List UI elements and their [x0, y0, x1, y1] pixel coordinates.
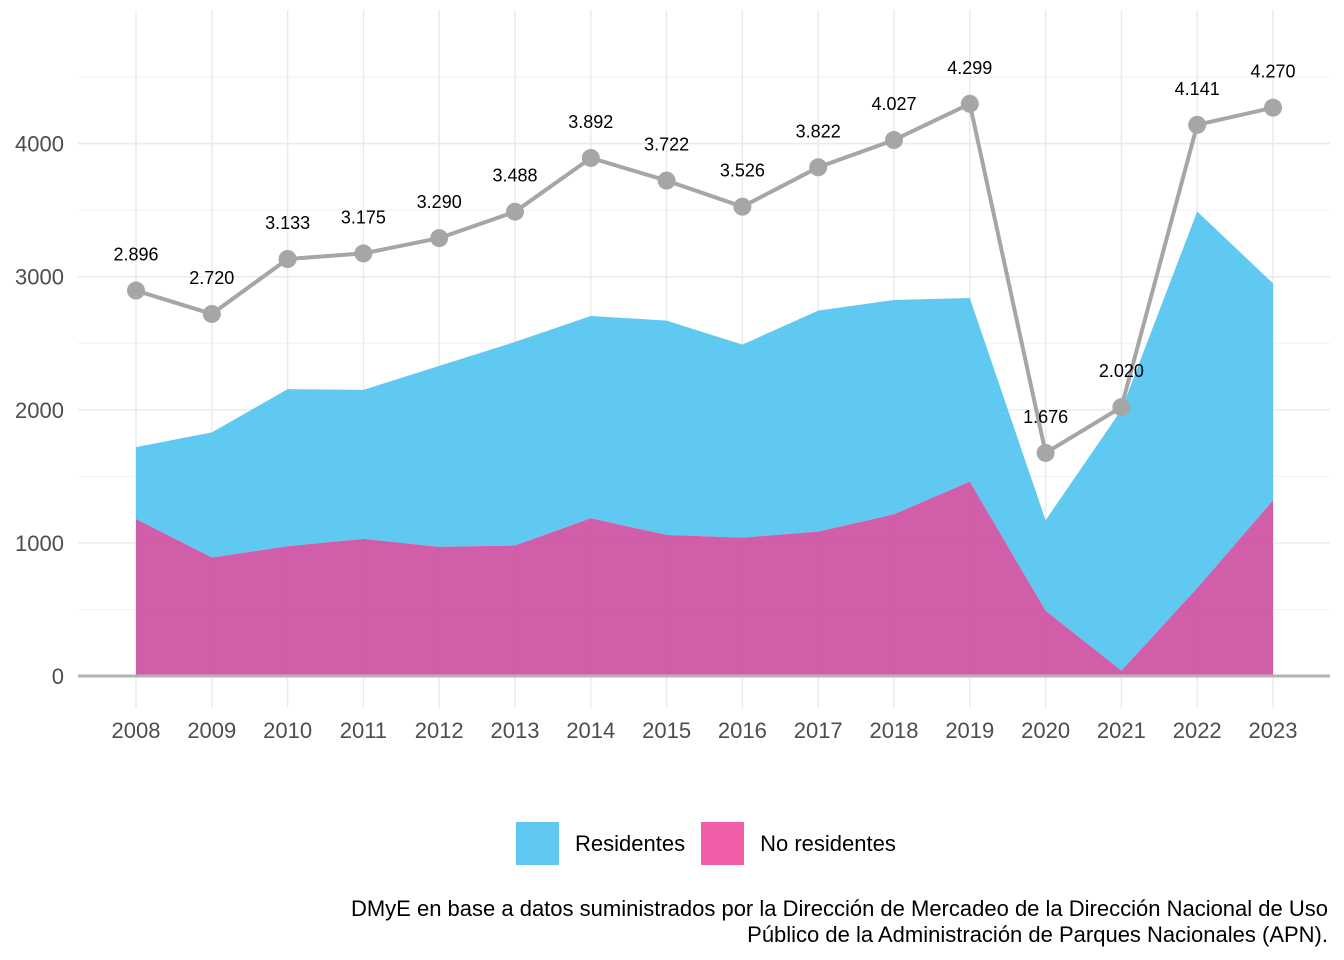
legend-item-residentes: Residentes	[516, 822, 685, 865]
total-data-label: 4.141	[1175, 79, 1220, 99]
x-tick-label: 2023	[1249, 718, 1298, 743]
total-line	[135, 101, 1274, 455]
total-line-series: 2.896 2.720 3.133 3.175 3.290 3.488 3.892 3.722…	[113, 58, 1296, 462]
x-tick-label: 2018	[870, 718, 919, 743]
total-point	[354, 244, 373, 263]
x-tick-label: 2022	[1173, 718, 1222, 743]
x-tick-label: 2016	[718, 718, 767, 743]
x-tick-label: 2020	[1021, 718, 1070, 743]
x-tick-label: 2021	[1097, 718, 1146, 743]
legend-label-no-residentes: No residentes	[760, 830, 896, 856]
stacked-areas	[136, 211, 1273, 676]
total-data-label: 3.526	[720, 161, 765, 181]
total-point	[657, 171, 676, 190]
total-point	[430, 229, 449, 248]
y-tick-label: 0	[52, 664, 64, 689]
total-data-label: 3.488	[492, 166, 537, 186]
total-data-label: 4.299	[947, 58, 992, 78]
total-point	[960, 94, 979, 113]
total-point	[1188, 115, 1207, 134]
x-tick-label: 2008	[112, 718, 161, 743]
x-tick-label: 2015	[642, 718, 691, 743]
x-tick-label: 2011	[340, 718, 387, 743]
total-data-label: 3.290	[417, 192, 462, 212]
total-point	[581, 148, 600, 167]
total-point	[885, 131, 903, 150]
legend-key-residentes	[516, 822, 559, 865]
legend-label-residentes: Residentes	[575, 830, 686, 856]
y-tick-label: 2000	[15, 398, 64, 423]
total-point	[733, 197, 752, 216]
total-point	[278, 249, 297, 268]
total-point	[127, 281, 145, 300]
total-point	[1264, 98, 1282, 117]
y-tick-label: 3000	[15, 265, 64, 290]
x-axis-tick-labels: 2008 2009 2010 2011 2012 2013 2014 2015 2016 2017…	[112, 718, 1298, 743]
x-tick-label: 2010	[263, 718, 312, 743]
total-data-label: 3.133	[265, 213, 310, 233]
legend-item-no-residentes: No residentes	[701, 822, 896, 865]
x-tick-label: 2013	[491, 718, 540, 743]
y-axis-tick-labels: 0 1000 2000 3000 4000	[15, 132, 64, 689]
total-data-label: 2.720	[189, 268, 234, 288]
legend-key-no-residentes	[701, 822, 745, 865]
total-data-label: 4.027	[871, 94, 916, 114]
area-no-residentes	[136, 481, 1273, 676]
caption-line-2: Público de la Administración de Parques …	[747, 922, 1328, 947]
total-point	[1112, 398, 1131, 417]
x-tick-label: 2014	[566, 718, 615, 743]
x-tick-label: 2012	[415, 718, 464, 743]
y-tick-label: 4000	[15, 132, 64, 157]
total-point	[506, 202, 524, 221]
total-data-label: 3.822	[796, 121, 841, 141]
source-caption: DMyE en base a datos suministrados por l…	[228, 896, 1328, 948]
total-data-label: 1.676	[1023, 407, 1068, 427]
x-tick-label: 2017	[794, 718, 843, 743]
legend: Residentes No residentes	[516, 822, 912, 865]
total-data-label: 2.896	[113, 245, 158, 265]
total-point	[1036, 443, 1055, 462]
x-tick-label: 2009	[187, 718, 236, 743]
y-tick-label: 1000	[15, 531, 64, 556]
total-data-label: 2.020	[1099, 361, 1144, 381]
total-data-label: 3.722	[644, 135, 689, 155]
area-residentes	[136, 211, 1273, 671]
caption-line-1: DMyE en base a datos suministrados por l…	[350, 896, 1328, 921]
total-data-label: 4.270	[1250, 62, 1295, 82]
total-point	[809, 158, 828, 177]
x-tick-label: 2019	[945, 718, 994, 743]
total-data-label: 3.175	[341, 207, 386, 227]
chart: 2.896 2.720 3.133 3.175 3.290 3.488 3.892 3.722…	[15, 10, 1330, 743]
total-point	[202, 304, 221, 323]
total-data-label: 3.892	[568, 112, 613, 132]
